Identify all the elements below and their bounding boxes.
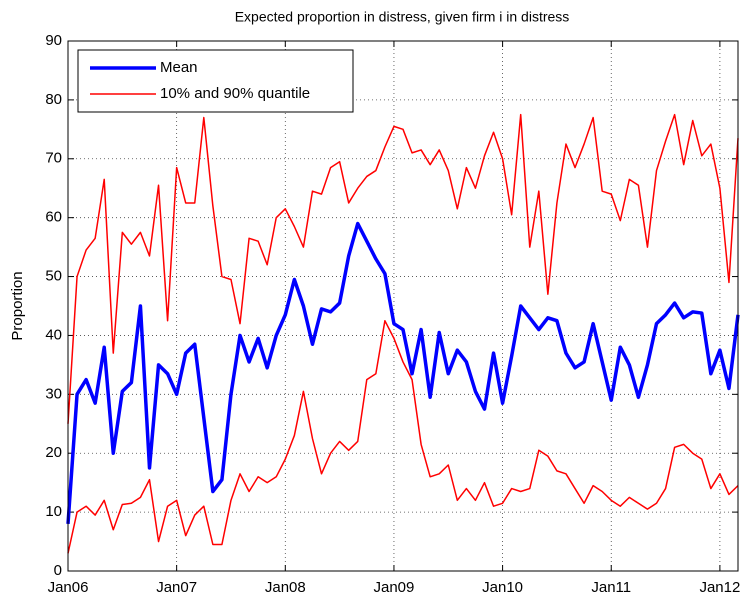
x-tick-label: Jan11 [591, 579, 631, 596]
legend-label: Mean [160, 59, 198, 76]
plot-frame [67, 40, 739, 572]
legend-box [77, 49, 354, 113]
y-tick-label: 0 [54, 562, 62, 579]
x-tick-label: Jan09 [374, 579, 415, 596]
chart-title: Expected proportion in distress, given f… [235, 9, 570, 25]
x-tick-label: Jan12 [699, 579, 740, 596]
y-tick-label: 30 [45, 385, 62, 402]
y-tick-label: 60 [45, 209, 62, 226]
legend-label: 10% and 90% quantile [160, 85, 310, 102]
quantile-line [67, 319, 739, 554]
x-tick-label: Jan07 [156, 579, 197, 596]
y-tick-label: 70 [45, 150, 62, 167]
x-tick-label: Jan10 [482, 579, 523, 596]
mean-line [66, 221, 740, 525]
y-tick-label: 90 [45, 32, 62, 49]
y-tick-label: 20 [45, 444, 62, 461]
y-tick-label: 50 [45, 268, 62, 285]
x-tick-label: Jan06 [48, 579, 89, 596]
y-tick-label: 10 [45, 503, 62, 520]
x-tick-label: Jan08 [265, 579, 306, 596]
y-axis-label: Proportion [9, 271, 26, 340]
y-tick-label: 40 [45, 326, 62, 343]
y-tick-label: 80 [45, 91, 62, 108]
quantile-line [67, 113, 739, 424]
